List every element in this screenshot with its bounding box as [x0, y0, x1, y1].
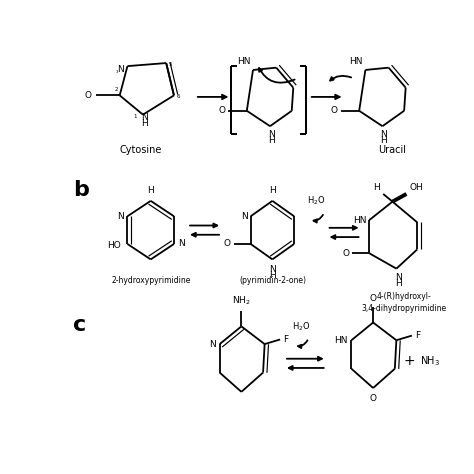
Text: N: N: [381, 130, 387, 139]
Text: 2: 2: [115, 87, 118, 91]
Text: b: b: [73, 180, 89, 200]
Text: F: F: [283, 335, 288, 344]
Text: N: N: [395, 273, 402, 282]
Text: H: H: [269, 271, 276, 280]
Text: 5: 5: [169, 62, 172, 66]
Text: HN: HN: [334, 336, 347, 345]
Text: H$_2$O: H$_2$O: [292, 320, 310, 333]
Text: HN: HN: [349, 57, 363, 66]
Text: 1: 1: [133, 114, 137, 118]
Text: H: H: [381, 136, 387, 145]
Text: O: O: [85, 91, 92, 100]
Text: HN: HN: [353, 216, 366, 225]
Text: N: N: [209, 339, 216, 348]
Text: $_3$: $_3$: [115, 68, 119, 76]
Text: NH$_3$: NH$_3$: [419, 354, 440, 368]
Text: NH$_2$: NH$_2$: [232, 295, 251, 307]
Text: OH: OH: [410, 182, 423, 191]
Text: N: N: [117, 64, 124, 73]
Text: N: N: [268, 130, 275, 139]
Text: (pyrimidin-2-one): (pyrimidin-2-one): [239, 276, 306, 285]
Text: O: O: [218, 106, 225, 115]
Text: N: N: [269, 265, 276, 274]
Text: N: N: [178, 239, 184, 248]
Text: c: c: [73, 315, 86, 335]
Text: HO: HO: [108, 241, 121, 250]
Text: 2-hydroxypyrimidine: 2-hydroxypyrimidine: [111, 276, 191, 285]
Text: 6: 6: [176, 94, 180, 100]
Text: H$_2$O: H$_2$O: [307, 194, 326, 207]
Text: H: H: [268, 136, 275, 145]
Text: H: H: [374, 182, 380, 191]
Text: N: N: [141, 113, 148, 122]
Text: O: O: [224, 239, 230, 248]
Text: O: O: [342, 249, 349, 258]
Text: H: H: [395, 279, 402, 288]
Text: HN: HN: [237, 57, 251, 66]
Text: O: O: [330, 106, 337, 115]
Text: 4-(R)hydroxyl-
3,4-dihydropyrimidine: 4-(R)hydroxyl- 3,4-dihydropyrimidine: [362, 292, 447, 313]
Text: Uracil: Uracil: [379, 146, 407, 155]
Text: O: O: [370, 293, 377, 302]
Text: H: H: [147, 186, 154, 195]
Text: O: O: [370, 394, 377, 403]
Text: N: N: [241, 212, 247, 221]
Text: N: N: [117, 212, 124, 221]
Text: F: F: [415, 331, 420, 340]
Text: Cytosine: Cytosine: [119, 146, 162, 155]
Text: H: H: [141, 119, 148, 128]
Text: +: +: [404, 354, 415, 368]
Text: H: H: [269, 186, 276, 195]
